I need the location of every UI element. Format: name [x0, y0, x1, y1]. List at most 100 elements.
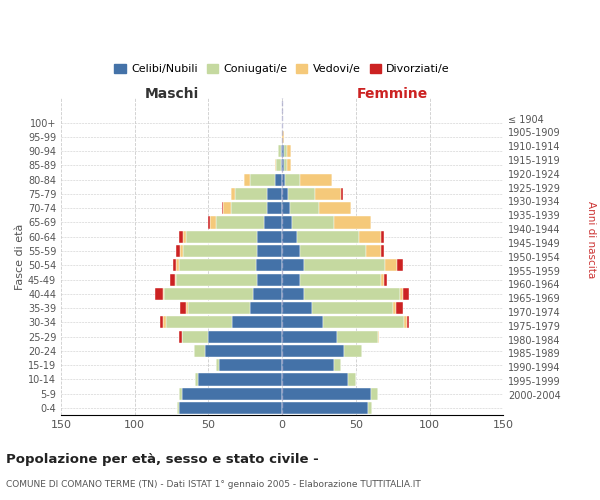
Bar — [288, 188, 314, 200]
Bar — [281, 145, 282, 157]
Bar — [184, 230, 187, 243]
Bar — [179, 330, 182, 342]
Bar — [282, 345, 344, 357]
Bar — [300, 245, 366, 257]
Text: Maschi: Maschi — [145, 87, 199, 101]
Bar — [282, 359, 334, 372]
Bar — [282, 388, 371, 400]
Bar — [198, 374, 282, 386]
Bar — [381, 245, 384, 257]
Bar — [344, 345, 362, 357]
Bar — [397, 259, 403, 272]
Bar — [287, 145, 291, 157]
Bar — [163, 316, 166, 328]
Text: Anni di nascita: Anni di nascita — [586, 202, 596, 278]
Bar — [235, 188, 268, 200]
Bar — [384, 274, 387, 285]
Bar — [250, 174, 275, 186]
Bar — [195, 374, 198, 386]
Bar — [304, 259, 385, 272]
Bar — [268, 188, 282, 200]
Bar — [319, 202, 352, 214]
Bar — [282, 145, 284, 157]
Bar — [179, 230, 184, 243]
Bar — [337, 330, 378, 342]
Bar — [404, 316, 407, 328]
Bar — [297, 230, 359, 243]
Bar — [244, 174, 250, 186]
Bar — [323, 316, 404, 328]
Bar — [282, 374, 349, 386]
Bar — [282, 174, 285, 186]
Bar — [178, 402, 179, 414]
Bar — [257, 230, 282, 243]
Bar — [210, 216, 216, 228]
Text: COMUNE DI COMANO TERME (TN) - Dati ISTAT 1° gennaio 2005 - Elaborazione TUTTITAL: COMUNE DI COMANO TERME (TN) - Dati ISTAT… — [6, 480, 421, 489]
Bar — [253, 288, 282, 300]
Bar — [282, 216, 292, 228]
Bar — [282, 188, 288, 200]
Bar — [173, 259, 176, 272]
Bar — [250, 302, 282, 314]
Bar — [187, 230, 257, 243]
Bar — [407, 316, 409, 328]
Bar — [160, 316, 163, 328]
Bar — [292, 216, 334, 228]
Bar — [182, 388, 282, 400]
Bar — [334, 216, 371, 228]
Text: Popolazione per età, sesso e stato civile -: Popolazione per età, sesso e stato civil… — [6, 452, 323, 466]
Bar — [381, 274, 384, 285]
Y-axis label: Fasce di età: Fasce di età — [15, 224, 25, 290]
Bar — [164, 288, 253, 300]
Bar — [166, 316, 232, 328]
Bar — [381, 230, 384, 243]
Bar — [366, 245, 381, 257]
Bar — [395, 302, 403, 314]
Bar — [268, 202, 282, 214]
Bar — [282, 202, 290, 214]
Text: Femmine: Femmine — [357, 87, 428, 101]
Bar — [179, 402, 282, 414]
Bar — [400, 288, 403, 300]
Bar — [393, 302, 395, 314]
Bar — [284, 145, 287, 157]
Bar — [163, 288, 164, 300]
Bar — [282, 302, 311, 314]
Bar — [371, 388, 378, 400]
Bar — [282, 160, 284, 172]
Bar — [176, 274, 257, 285]
Bar — [314, 188, 341, 200]
Bar — [282, 330, 337, 342]
Bar — [257, 245, 282, 257]
Bar — [230, 202, 268, 214]
Bar — [278, 145, 281, 157]
Bar — [257, 274, 282, 285]
Legend: Celibi/Nubili, Coniugati/e, Vedovi/e, Divorziati/e: Celibi/Nubili, Coniugati/e, Vedovi/e, Di… — [110, 60, 454, 79]
Bar — [230, 188, 235, 200]
Bar — [208, 330, 282, 342]
Bar — [284, 160, 287, 172]
Bar — [221, 202, 223, 214]
Bar — [256, 259, 282, 272]
Bar — [223, 202, 230, 214]
Bar — [179, 388, 182, 400]
Bar — [334, 359, 341, 372]
Bar — [188, 302, 250, 314]
Bar — [275, 160, 276, 172]
Bar — [170, 274, 175, 285]
Bar — [208, 216, 210, 228]
Bar — [304, 288, 400, 300]
Bar — [300, 174, 332, 186]
Bar — [182, 330, 208, 342]
Bar — [275, 174, 282, 186]
Bar — [181, 302, 187, 314]
Bar — [378, 330, 379, 342]
Bar — [276, 160, 281, 172]
Bar — [155, 288, 163, 300]
Bar — [187, 302, 188, 314]
Bar — [282, 245, 300, 257]
Bar — [179, 259, 256, 272]
Bar — [285, 174, 300, 186]
Bar — [184, 245, 257, 257]
Bar — [282, 230, 297, 243]
